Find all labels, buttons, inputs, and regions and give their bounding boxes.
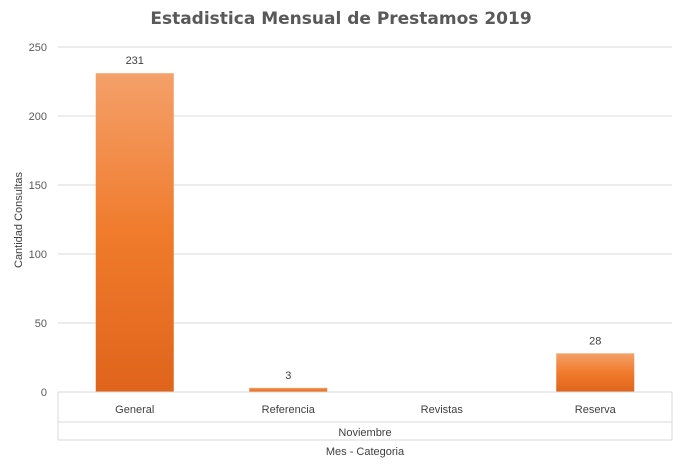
bars: 231 3 28 — [95, 55, 635, 392]
x-tick-label: Referencia — [262, 404, 316, 416]
x-tick-label: General — [115, 404, 154, 416]
y-axis-ticks: 0 50 100 150 200 250 — [29, 42, 47, 399]
x-tick-label: Reserva — [575, 404, 617, 416]
x-axis-categories: General Referencia Revistas Reserva — [115, 404, 616, 416]
y-tick-label: 100 — [29, 249, 47, 261]
y-tick-label: 50 — [35, 318, 47, 330]
y-axis-title: Cantidad Consultas — [13, 172, 25, 269]
bar-general — [95, 73, 174, 392]
data-label: 231 — [126, 55, 144, 67]
y-tick-label: 0 — [41, 387, 47, 399]
group-label: Noviembre — [338, 427, 391, 439]
x-axis-frame — [57, 391, 673, 441]
y-tick-label: 200 — [29, 111, 47, 123]
data-label: 28 — [589, 335, 601, 347]
x-axis-title: Mes - Categoria — [326, 446, 405, 458]
y-tick-label: 250 — [29, 42, 47, 54]
chart-title: Estadistica Mensual de Prestamos 2019 — [150, 9, 531, 29]
x-tick-label: Revistas — [421, 404, 464, 416]
data-label: 3 — [285, 370, 291, 382]
bar-referencia — [249, 387, 328, 392]
y-tick-label: 150 — [29, 180, 47, 192]
bar-reserva — [556, 353, 635, 392]
